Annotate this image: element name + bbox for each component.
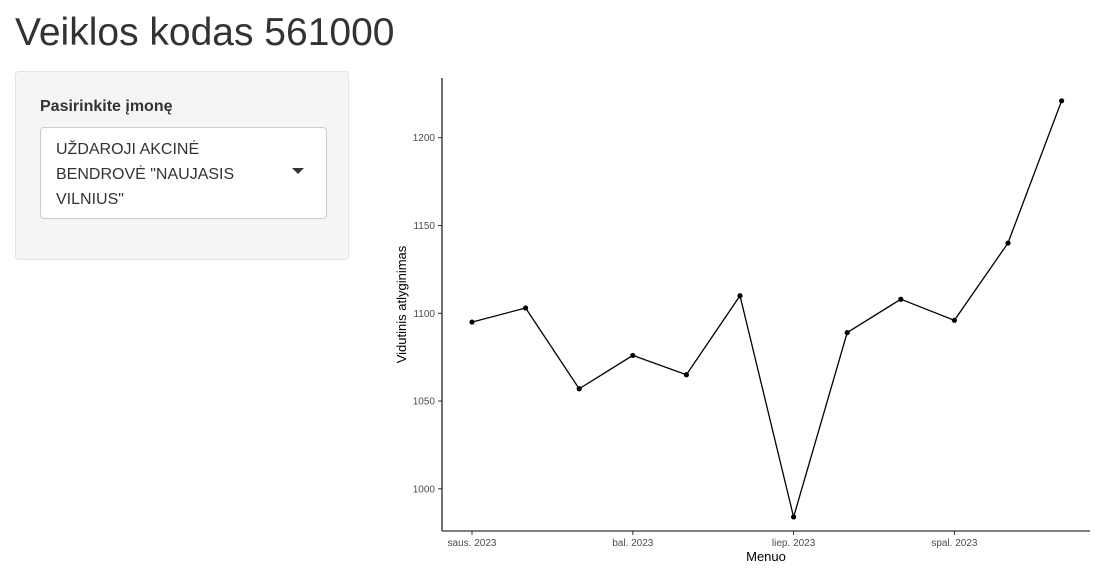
y-tick-label: 1100 bbox=[413, 309, 435, 320]
data-point bbox=[683, 372, 689, 378]
page-title: Veiklos kodas 561000 bbox=[15, 11, 395, 54]
data-point bbox=[1059, 98, 1065, 104]
data-point bbox=[844, 329, 850, 336]
data-point bbox=[576, 386, 582, 392]
company-select[interactable]: UŽDAROJI AKCINĖ BENDROVĖ "NAUJASIS VILNI… bbox=[40, 127, 327, 219]
x-tick-label: saus. 2023 bbox=[448, 538, 497, 549]
data-point bbox=[630, 352, 636, 359]
data-point bbox=[1005, 240, 1011, 246]
y-tick-label: 1200 bbox=[413, 133, 436, 144]
data-point bbox=[469, 319, 475, 325]
company-select-label: Pasirinkite įmonę bbox=[40, 98, 173, 115]
company-select-value: UŽDAROJI AKCINĖ BENDROVĖ "NAUJASIS VILNI… bbox=[56, 141, 235, 208]
data-point bbox=[791, 514, 797, 520]
y-axis-title: Vidutinis atlyginimas bbox=[394, 245, 409, 363]
caret-down-icon[interactable] bbox=[292, 168, 304, 174]
x-axis-title: Menuo bbox=[746, 549, 786, 564]
y-tick-label: 1050 bbox=[413, 397, 436, 408]
series-line bbox=[471, 100, 1063, 520]
salary-chart: 1000 1050 1100 1150 1200 saus. 2023 bal. 2023… bbox=[380, 70, 1100, 575]
data-point bbox=[737, 293, 743, 299]
x-tick-label: spal. 2023 bbox=[931, 538, 978, 549]
y-tick-label: 1000 bbox=[413, 484, 436, 495]
chart-canvas: 1000 1050 1100 1150 1200 saus. 2023 bal. 2023… bbox=[394, 78, 1090, 564]
x-tick-label: bal. 2023 bbox=[612, 538, 654, 549]
data-point bbox=[951, 317, 958, 323]
y-tick-label: 1150 bbox=[413, 221, 435, 232]
sidebar-panel: Pasirinkite įmonę UŽDAROJI AKCINĖ BENDRO… bbox=[15, 71, 349, 260]
data-point bbox=[523, 305, 529, 311]
x-tick-label: liep. 2023 bbox=[772, 538, 816, 549]
data-point bbox=[898, 296, 904, 302]
